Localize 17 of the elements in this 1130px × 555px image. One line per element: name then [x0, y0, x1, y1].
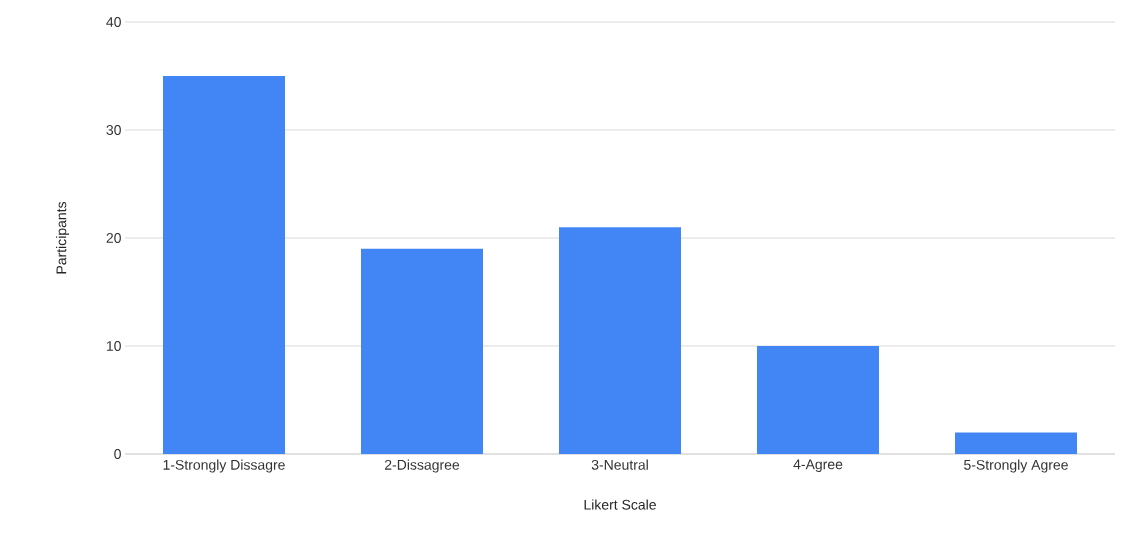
bar: [163, 76, 285, 454]
x-tick-label: 3-Neutral: [591, 459, 648, 470]
x-tick-label: 2-Dissagree: [384, 459, 460, 473]
x-axis-title: Likert Scale: [584, 499, 656, 510]
bar: [955, 432, 1078, 454]
x-tick-label: 5-Strongly Agree: [964, 459, 1068, 473]
bar: [361, 248, 483, 454]
y-tick-label: 30: [106, 125, 121, 135]
y-tick-label: 10: [106, 341, 121, 351]
x-tick-label: 1-Strongly Dissagre: [163, 459, 285, 473]
y-tick-label: 0: [114, 449, 121, 459]
y-tick-label: 20: [106, 233, 121, 243]
x-tick-label: 4-Agree: [793, 459, 843, 473]
y-tick-label: 40: [106, 17, 121, 27]
y-axis-title: Participants: [56, 201, 70, 274]
bar: [757, 346, 880, 454]
bar: [559, 227, 681, 454]
